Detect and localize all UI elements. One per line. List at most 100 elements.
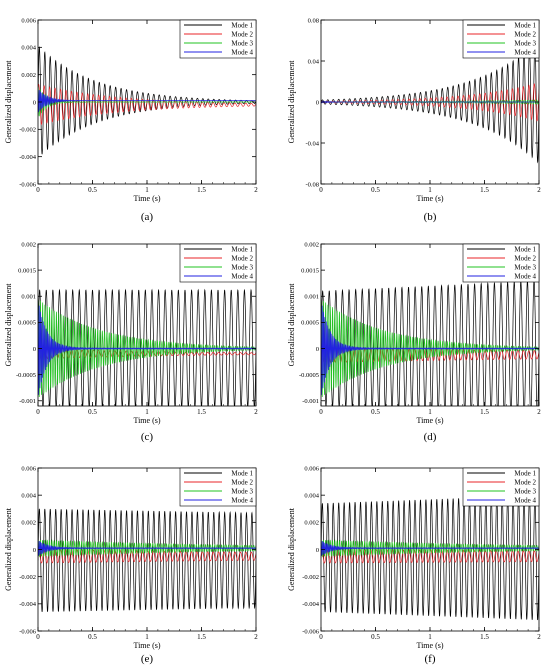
legend-label-mode-2: Mode 2 — [514, 30, 536, 38]
x-tick-label: 0.5 — [371, 186, 380, 194]
y-tick-label: 0.0015 — [18, 267, 36, 274]
y-tick-label: 0 — [316, 99, 319, 106]
series-line-mode-4 — [321, 100, 539, 104]
y-axis-label: Generalized displacement — [4, 60, 13, 144]
x-tick-label: 0 — [319, 186, 323, 194]
x-tick-label: 1 — [145, 408, 149, 416]
x-axis-label: Time (s) — [133, 194, 160, 203]
x-tick-label: 1.5 — [480, 633, 489, 641]
series-line-mode-3 — [38, 85, 256, 117]
x-tick-label: 0 — [36, 186, 40, 194]
legend-label-mode-3: Mode 3 — [514, 263, 536, 271]
y-tick-label: 0 — [33, 346, 36, 353]
x-tick-label: 1.5 — [197, 408, 206, 416]
panel-label: (d) — [424, 431, 437, 443]
legend-label-mode-1: Mode 1 — [514, 245, 536, 253]
series-group — [38, 508, 256, 612]
x-tick-label: 0 — [36, 408, 40, 416]
y-axis-label: Generalized displacement — [287, 507, 296, 591]
y-tick-label: -0.004 — [302, 601, 320, 608]
y-tick-label: 0.001 — [21, 294, 36, 301]
x-tick-label: 1.5 — [197, 186, 206, 194]
y-tick-label: -0.002 — [19, 574, 36, 581]
series-line-mode-3 — [38, 299, 256, 397]
y-tick-label: -0.001 — [19, 398, 36, 405]
legend-label-mode-2: Mode 2 — [514, 478, 536, 486]
legend-label-mode-2: Mode 2 — [231, 30, 253, 38]
panel-label: (c) — [141, 431, 154, 443]
x-tick-label: 1.5 — [197, 633, 206, 641]
legend-label-mode-2: Mode 2 — [231, 478, 253, 486]
x-tick-label: 2 — [254, 186, 258, 194]
y-tick-label: 0 — [33, 547, 36, 554]
x-tick-label: 0 — [36, 633, 40, 641]
y-tick-label: 0.0015 — [301, 267, 319, 274]
legend-label-mode-2: Mode 2 — [231, 254, 253, 262]
y-tick-label: 0.0005 — [18, 320, 36, 327]
panel-label: (a) — [141, 211, 154, 223]
y-axis-label: Generalized displacement — [4, 507, 13, 591]
y-tick-label: 0.002 — [21, 241, 36, 248]
x-tick-label: 1 — [145, 186, 149, 194]
y-tick-label: -0.004 — [19, 601, 37, 608]
panel-label: (b) — [424, 211, 437, 223]
x-tick-label: 2 — [254, 408, 258, 416]
x-axis-label: Time (s) — [416, 641, 443, 650]
legend-label-mode-4: Mode 4 — [514, 496, 536, 504]
legend-label-mode-4: Mode 4 — [231, 496, 253, 504]
x-tick-label: 1 — [428, 633, 432, 641]
y-tick-label: 0 — [316, 346, 319, 353]
x-tick-label: 2 — [254, 633, 258, 641]
x-tick-label: 1 — [145, 633, 149, 641]
y-tick-label: -0.001 — [302, 398, 319, 405]
legend-label-mode-4: Mode 4 — [514, 48, 536, 56]
y-tick-label: -0.002 — [302, 574, 319, 581]
y-tick-label: 0.006 — [21, 17, 36, 24]
y-tick-label: -0.0005 — [299, 372, 319, 379]
series-line-mode-3 — [38, 539, 256, 558]
panel-d: 0 0.5 1 1.5 2 -0.001 -0.0005 0 0.0005 0.001 0.0015… — [287, 241, 541, 443]
panel-a: 0 0.5 1 1.5 2 -0.006 -0.004 -0.002 0 0.002 0.004 0.… — [4, 17, 258, 223]
series-line-mode-3 — [321, 299, 539, 397]
x-tick-label: 0.5 — [371, 408, 380, 416]
y-tick-label: 0.08 — [308, 17, 319, 24]
series-line-mode-4 — [38, 540, 256, 556]
x-axis-label: Time (s) — [133, 416, 160, 425]
y-tick-label: -0.08 — [305, 181, 319, 188]
panel-label: (e) — [141, 653, 154, 665]
series-line-mode-2 — [321, 83, 539, 122]
y-tick-label: -0.0005 — [16, 372, 36, 379]
x-tick-label: 2 — [537, 633, 541, 641]
y-tick-label: 0 — [33, 99, 36, 106]
series-line-mode-4 — [321, 305, 539, 395]
y-axis-label: Generalized displacement — [287, 283, 296, 367]
series-line-mode-1 — [321, 495, 539, 621]
legend-label-mode-1: Mode 1 — [231, 469, 253, 477]
x-tick-label: 2 — [537, 408, 541, 416]
x-tick-label: 1 — [428, 186, 432, 194]
y-tick-label: 0.004 — [304, 492, 319, 499]
x-axis-label: Time (s) — [416, 416, 443, 425]
x-tick-label: 0 — [319, 633, 323, 641]
y-tick-label: 0 — [316, 547, 319, 554]
legend-label-mode-3: Mode 3 — [231, 487, 253, 495]
y-tick-label: 0.04 — [308, 58, 320, 65]
x-axis-label: Time (s) — [133, 641, 160, 650]
legend-label-mode-4: Mode 4 — [514, 272, 536, 280]
y-tick-label: 0.004 — [21, 45, 36, 52]
legend-label-mode-2: Mode 2 — [514, 254, 536, 262]
x-tick-label: 0.5 — [88, 186, 97, 194]
series-group — [38, 288, 256, 406]
y-axis-label: Generalized displacement — [287, 60, 296, 144]
y-tick-label: -0.006 — [19, 181, 37, 188]
series-line-mode-4 — [38, 89, 256, 113]
x-tick-label: 1.5 — [480, 186, 489, 194]
y-tick-label: 0.006 — [21, 465, 36, 472]
panel-label: (f) — [425, 653, 436, 665]
legend-label-mode-1: Mode 1 — [514, 21, 536, 29]
